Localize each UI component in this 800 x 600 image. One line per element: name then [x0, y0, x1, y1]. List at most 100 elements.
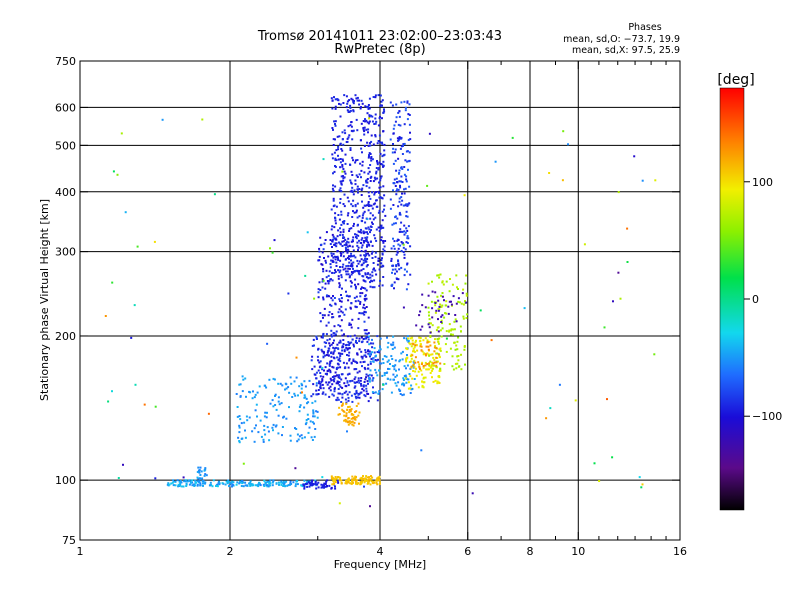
data-point	[350, 281, 353, 284]
data-point	[333, 255, 336, 258]
data-point	[379, 348, 382, 351]
data-point	[280, 483, 283, 486]
data-point	[653, 353, 656, 356]
data-point	[333, 297, 336, 299]
data-point	[337, 311, 340, 314]
data-point	[404, 187, 407, 190]
data-point	[428, 365, 431, 368]
data-point	[372, 360, 375, 363]
data-point	[300, 387, 303, 390]
data-point	[391, 283, 394, 286]
data-point	[339, 201, 342, 204]
data-point	[376, 374, 379, 377]
data-point	[191, 479, 194, 482]
data-point	[360, 312, 363, 315]
data-point	[346, 393, 349, 396]
data-point	[361, 102, 364, 105]
data-point	[330, 259, 333, 262]
data-point	[356, 396, 359, 399]
data-point	[378, 351, 381, 354]
data-point	[375, 359, 378, 362]
data-point	[264, 433, 267, 436]
data-point	[358, 422, 360, 425]
data-point	[355, 476, 357, 478]
data-point	[386, 346, 389, 349]
data-point	[368, 243, 370, 246]
data-point	[359, 107, 362, 110]
data-point	[322, 356, 325, 359]
data-point	[333, 272, 336, 274]
data-point	[398, 172, 401, 174]
data-point	[237, 436, 240, 439]
data-point	[190, 481, 192, 484]
data-point	[317, 369, 320, 372]
data-point	[319, 289, 322, 291]
data-point	[358, 396, 361, 399]
data-point	[445, 300, 448, 303]
data-point	[367, 209, 370, 212]
data-point	[330, 359, 333, 362]
data-point	[328, 347, 331, 350]
data-point	[349, 149, 352, 151]
data-point	[360, 189, 363, 191]
data-point	[424, 337, 427, 340]
data-point	[367, 350, 369, 353]
data-point	[335, 477, 338, 480]
data-point	[369, 479, 372, 482]
x-tick-label: 10	[571, 545, 585, 558]
data-point	[347, 241, 350, 244]
data-point	[370, 114, 372, 117]
data-point	[339, 187, 342, 190]
data-point	[347, 264, 350, 267]
data-point	[305, 419, 308, 421]
data-point	[326, 373, 328, 376]
data-point	[348, 257, 350, 260]
data-point	[322, 316, 324, 319]
data-point	[354, 287, 357, 290]
data-point	[431, 307, 434, 310]
data-point	[379, 177, 382, 180]
data-point	[298, 406, 301, 408]
data-point	[380, 163, 383, 165]
data-point	[403, 274, 406, 277]
data-point	[337, 366, 339, 369]
data-point	[365, 181, 368, 184]
data-point	[368, 228, 371, 231]
data-point	[266, 480, 269, 483]
data-point	[438, 382, 441, 384]
data-point	[344, 153, 347, 156]
data-point	[340, 297, 343, 300]
data-point	[340, 479, 343, 482]
data-point	[351, 423, 354, 426]
data-point	[269, 482, 272, 485]
data-point	[296, 433, 299, 436]
data-point	[316, 410, 319, 413]
data-point	[298, 435, 301, 438]
data-point	[333, 96, 335, 99]
data-point	[327, 354, 330, 357]
data-point	[361, 357, 364, 360]
data-point	[362, 232, 365, 235]
data-point	[111, 281, 114, 284]
data-point	[334, 123, 336, 125]
data-point	[402, 204, 405, 207]
data-point	[364, 118, 366, 121]
data-point	[330, 335, 333, 338]
data-point	[347, 125, 350, 128]
data-point	[344, 132, 347, 135]
data-point	[330, 475, 333, 478]
data-point	[365, 179, 368, 182]
data-point	[374, 391, 377, 394]
data-point	[381, 155, 384, 158]
data-point	[370, 175, 373, 178]
data-point	[345, 362, 348, 365]
data-point	[365, 336, 368, 339]
data-point	[350, 125, 353, 128]
data-point	[356, 265, 358, 268]
data-point	[339, 103, 342, 106]
data-point	[402, 306, 405, 309]
data-point	[351, 245, 354, 248]
data-point	[371, 286, 374, 289]
data-point	[336, 396, 339, 399]
data-point	[303, 487, 306, 490]
